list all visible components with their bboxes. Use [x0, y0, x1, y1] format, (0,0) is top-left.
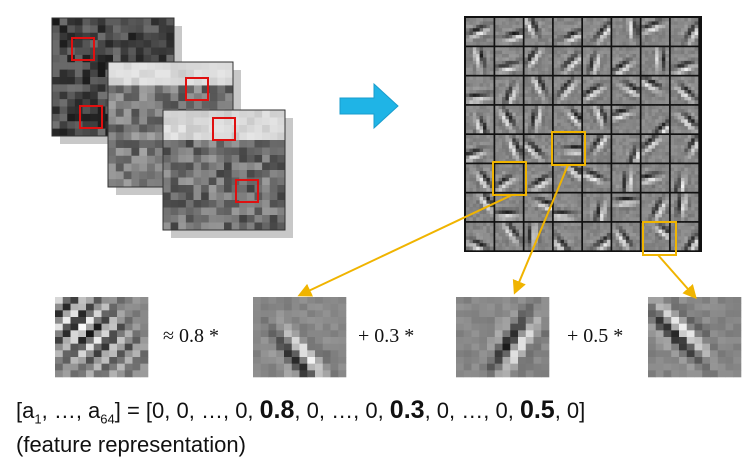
text: , 0] [554, 398, 586, 423]
text: 0, 0, …, 0, [152, 398, 260, 423]
text: ] = [ [114, 398, 153, 423]
caption: (feature representation) [16, 432, 246, 457]
text: , 0, …, 0, [294, 398, 390, 423]
term: + 0.3 * [358, 325, 415, 347]
term: + 0.5 * [567, 325, 624, 347]
text: , …, a [41, 398, 101, 423]
representation: [a1, …, a64] = [0, 0, …, 0, 0.8, 0, …, 0… [16, 396, 585, 426]
patches [55, 297, 742, 378]
text: 0.8 [259, 396, 295, 424]
text: 0.5 [519, 396, 555, 424]
text: 64 [100, 411, 115, 427]
highlights [297, 131, 697, 300]
text: [a [16, 398, 35, 423]
text: 1 [34, 411, 42, 427]
text: 0.3 [389, 396, 425, 424]
text: , 0, …, 0, [424, 398, 520, 423]
arrow [339, 82, 399, 130]
natural-images [51, 17, 293, 238]
term: ≈ 0.8 * [163, 325, 219, 347]
basis-grid [464, 16, 702, 252]
